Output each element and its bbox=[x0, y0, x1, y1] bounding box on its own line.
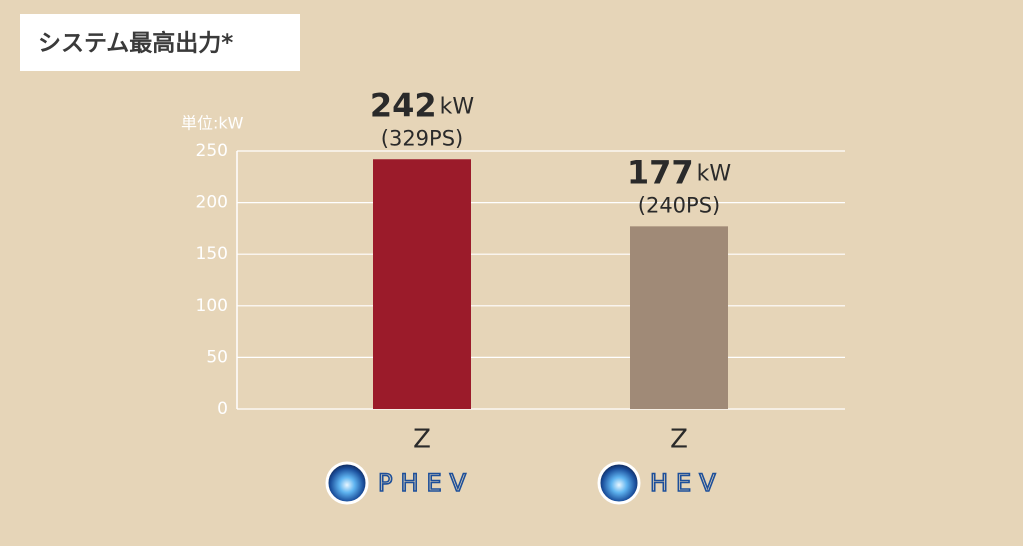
chart-title: システム最高出力* bbox=[38, 30, 233, 57]
sub-label: HEV bbox=[650, 469, 724, 497]
value-number: 177 bbox=[627, 153, 694, 191]
y-tick-label: 100 bbox=[196, 296, 228, 316]
x-tick-label: Z bbox=[413, 425, 431, 455]
x-tick-label: Z bbox=[670, 425, 688, 455]
y-tick-label: 50 bbox=[206, 347, 228, 367]
unit-label: 単位:kW bbox=[181, 114, 244, 133]
y-tick-label: 200 bbox=[196, 193, 228, 213]
y-tick-label: 250 bbox=[196, 141, 228, 161]
y-tick-label: 150 bbox=[196, 244, 228, 264]
logos bbox=[325, 461, 641, 505]
secondary-label: (329PS) bbox=[381, 126, 463, 150]
bar bbox=[630, 226, 728, 409]
y-tick-label: 0 bbox=[217, 399, 228, 419]
secondary-label: (240PS) bbox=[638, 193, 720, 217]
value-label: 177 kW bbox=[627, 153, 732, 191]
logo-orb bbox=[597, 461, 641, 505]
bar bbox=[373, 159, 471, 409]
logo-orb bbox=[325, 461, 369, 505]
sub-label: PHEV bbox=[378, 469, 474, 497]
value-number: 242 bbox=[370, 86, 437, 124]
value-unit: kW bbox=[440, 94, 475, 119]
value-unit: kW bbox=[697, 161, 732, 186]
title-box bbox=[20, 14, 300, 71]
value-label: 242 kW bbox=[370, 86, 475, 124]
